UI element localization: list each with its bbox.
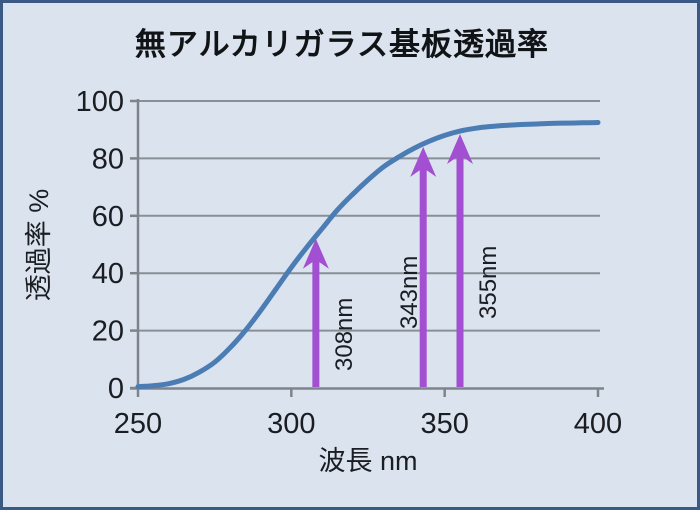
annotation-arrowhead-343nm xyxy=(410,146,437,177)
y-tick-label-40: 40 xyxy=(92,258,124,290)
y-tick-label-20: 20 xyxy=(92,316,124,348)
x-tick-label-300: 300 xyxy=(267,408,315,440)
y-tick-label-0: 0 xyxy=(108,373,124,405)
y-tick-label-60: 60 xyxy=(92,201,124,233)
x-tick-label-250: 250 xyxy=(114,408,162,440)
annotation-label-343nm: 343nm xyxy=(396,256,423,329)
y-axis-title: 透過率 % xyxy=(24,188,54,302)
y-tick-label-80: 80 xyxy=(92,143,124,175)
glass-transmittance-curve xyxy=(135,120,601,390)
annotation-label-355nm: 355nm xyxy=(475,246,502,319)
x-tick-label-350: 350 xyxy=(420,408,468,440)
y-tick-label-100: 100 xyxy=(76,86,124,118)
x-tick-label-400: 400 xyxy=(574,408,622,440)
annotation-label-308nm: 308nm xyxy=(331,298,358,371)
x-axis-title: 波長 nm xyxy=(318,446,418,476)
annotation-arrowhead-355nm xyxy=(447,134,473,165)
plot-area: 250 300 350 400 0 20 40 60 80 100 308nm 343nm 355nm xyxy=(76,86,623,440)
annotation-arrowhead-308nm xyxy=(302,238,329,269)
chart-title: 無アルカリガラス基板透過率 xyxy=(134,27,550,62)
